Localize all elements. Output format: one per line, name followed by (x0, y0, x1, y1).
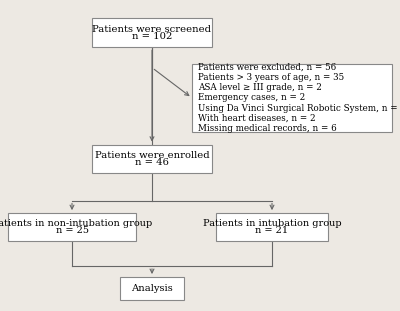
Text: Patients were enrolled: Patients were enrolled (95, 151, 209, 160)
Text: Using Da Vinci Surgical Robotic System, n = 9: Using Da Vinci Surgical Robotic System, … (198, 104, 400, 113)
Text: Emergency cases, n = 2: Emergency cases, n = 2 (198, 94, 305, 102)
Bar (92, 18, 212, 48)
Text: n = 102: n = 102 (132, 32, 172, 40)
Bar (8, 213, 136, 241)
Bar (192, 64, 392, 132)
Text: Patients > 3 years of age, n = 35: Patients > 3 years of age, n = 35 (198, 73, 344, 82)
Text: Patients were excluded, n = 56: Patients were excluded, n = 56 (198, 63, 336, 72)
Text: Missing medical records, n = 6: Missing medical records, n = 6 (198, 124, 337, 133)
Text: Patients in intubation group: Patients in intubation group (203, 219, 341, 228)
Text: n = 25: n = 25 (56, 226, 88, 235)
Text: ASA level ≥ III grade, n = 2: ASA level ≥ III grade, n = 2 (198, 83, 322, 92)
Bar (92, 145, 212, 173)
Text: Patients in non-intubation group: Patients in non-intubation group (0, 219, 152, 228)
Text: Patients were screened: Patients were screened (92, 25, 212, 34)
Text: n = 21: n = 21 (256, 226, 288, 235)
Bar (216, 213, 328, 241)
Text: With heart diseases, n = 2: With heart diseases, n = 2 (198, 114, 316, 123)
Text: n = 46: n = 46 (135, 158, 169, 166)
Text: Analysis: Analysis (131, 284, 173, 293)
Bar (120, 277, 184, 300)
